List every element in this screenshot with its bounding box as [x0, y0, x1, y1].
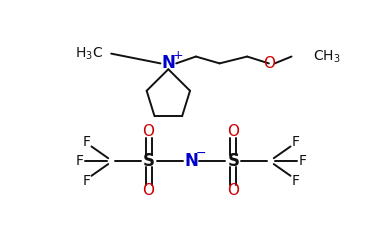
Text: +: + — [173, 49, 184, 62]
Text: F: F — [83, 135, 91, 149]
Text: S: S — [227, 152, 239, 170]
Text: N: N — [162, 54, 175, 72]
Text: O: O — [142, 183, 155, 198]
Text: N: N — [184, 152, 198, 170]
Text: F: F — [298, 154, 306, 168]
Text: O: O — [142, 124, 155, 139]
Text: $\mathregular{CH_3}$: $\mathregular{CH_3}$ — [313, 48, 341, 65]
Text: O: O — [227, 183, 239, 198]
Text: O: O — [263, 56, 275, 71]
Text: −: − — [195, 147, 206, 160]
Text: F: F — [83, 174, 91, 188]
Text: O: O — [227, 124, 239, 139]
Text: F: F — [291, 174, 299, 188]
Text: F: F — [291, 135, 299, 149]
Text: F: F — [76, 154, 84, 168]
Text: $\mathregular{H_3C}$: $\mathregular{H_3C}$ — [75, 45, 104, 62]
Text: S: S — [142, 152, 155, 170]
